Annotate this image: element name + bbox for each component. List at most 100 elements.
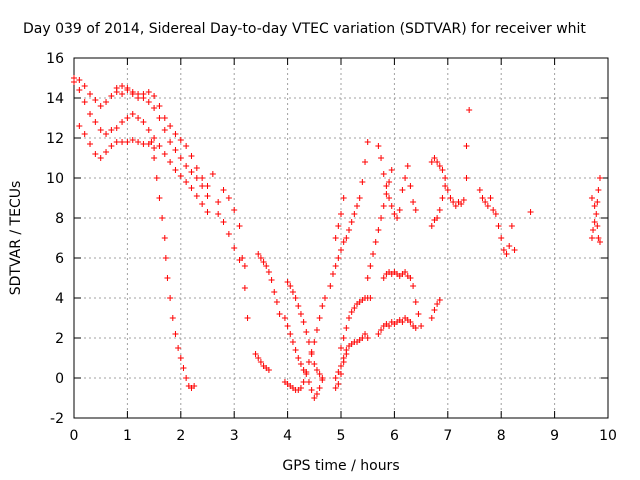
data-point [327, 283, 334, 289]
data-point [236, 223, 243, 229]
data-point [346, 315, 353, 321]
series-track-n [380, 269, 425, 329]
x-tick-label: 5 [337, 428, 346, 444]
data-point [596, 175, 603, 181]
data-point [167, 139, 174, 145]
data-point [332, 375, 339, 381]
data-point [215, 211, 222, 217]
data-point [380, 275, 387, 281]
data-point [271, 289, 278, 295]
data-point [588, 235, 595, 241]
data-point [594, 199, 601, 205]
data-point [351, 305, 358, 311]
data-point [108, 93, 115, 99]
data-point [313, 327, 320, 333]
data-point [444, 187, 451, 193]
data-point [492, 211, 499, 217]
x-tick-label: 0 [70, 428, 79, 444]
data-point [484, 203, 491, 209]
data-point [383, 191, 390, 197]
data-point [442, 183, 449, 189]
x-tick-label: 1 [123, 428, 132, 444]
data-point [316, 385, 323, 391]
x-tick-labels: 0 1 2 3 4 5 6 7 8 9 10 [70, 428, 617, 444]
y-tick-label: 12 [46, 131, 64, 147]
data-point [124, 85, 131, 91]
series-track-s [527, 209, 534, 215]
data-point [188, 153, 195, 159]
data-point [303, 369, 310, 375]
data-point [346, 227, 353, 233]
data-point [372, 239, 379, 245]
y-tick-label: 10 [46, 171, 64, 187]
chart-title: Day 039 of 2014, Sidereal Day-to-day VTE… [23, 21, 586, 37]
data-point [380, 203, 387, 209]
data-point [295, 303, 302, 309]
data-point [265, 367, 272, 373]
data-point [156, 195, 163, 201]
data-point [231, 245, 238, 251]
data-point [180, 365, 187, 371]
data-point [431, 307, 438, 313]
data-point [595, 235, 602, 241]
data-point [268, 277, 275, 283]
data-point [364, 139, 371, 145]
data-point [356, 195, 363, 201]
data-point [388, 203, 395, 209]
data-point [415, 311, 422, 317]
data-point [191, 383, 198, 389]
x-tick-label: 9 [550, 428, 559, 444]
data-point [255, 355, 262, 361]
data-point [225, 231, 232, 237]
data-point [319, 375, 326, 381]
data-point [153, 175, 160, 181]
data-point [442, 175, 449, 181]
data-point [215, 199, 222, 205]
data-point [183, 163, 190, 169]
data-point [378, 215, 385, 221]
series-track-r [476, 187, 518, 257]
data-point [260, 259, 267, 265]
data-point [383, 183, 390, 189]
x-tick-label: 10 [599, 428, 617, 444]
data-point [148, 139, 155, 145]
data-point [124, 139, 131, 145]
data-point [129, 91, 136, 97]
data-point [436, 163, 443, 169]
series-track-j [332, 331, 371, 391]
data-point [340, 239, 347, 245]
data-point [145, 99, 152, 105]
data-point [300, 319, 307, 325]
data-point [156, 115, 163, 121]
y-axis-label: SDTVAR / TECUs [8, 181, 24, 296]
y-tick-label: 6 [55, 251, 64, 267]
data-point [204, 193, 211, 199]
data-point [402, 175, 409, 181]
data-point [335, 381, 342, 387]
data-point [193, 165, 200, 171]
data-point [343, 325, 350, 331]
data-point [297, 361, 304, 367]
data-point [76, 123, 83, 129]
data-point [76, 87, 83, 93]
data-point [161, 235, 168, 241]
data-point [340, 359, 347, 365]
data-point [265, 269, 272, 275]
data-point [380, 171, 387, 177]
series-track-k [327, 139, 371, 289]
data-point [340, 335, 347, 341]
data-point [140, 91, 147, 97]
data-point [348, 219, 355, 225]
data-point [175, 345, 182, 351]
data-point [463, 175, 470, 181]
data-point [119, 139, 126, 145]
data-point [297, 385, 304, 391]
data-point [399, 319, 406, 325]
y-tick-label: 14 [46, 91, 64, 107]
data-point [399, 187, 406, 193]
data-point [596, 239, 603, 245]
data-point [273, 299, 280, 305]
data-point [289, 289, 296, 295]
data-point [169, 315, 176, 321]
